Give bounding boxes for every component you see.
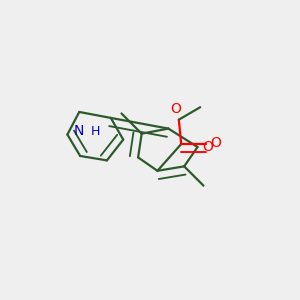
Text: N: N (74, 124, 84, 138)
Text: O: O (170, 101, 181, 116)
Text: O: O (202, 140, 213, 154)
Text: H: H (91, 125, 100, 138)
Text: O: O (210, 136, 221, 151)
